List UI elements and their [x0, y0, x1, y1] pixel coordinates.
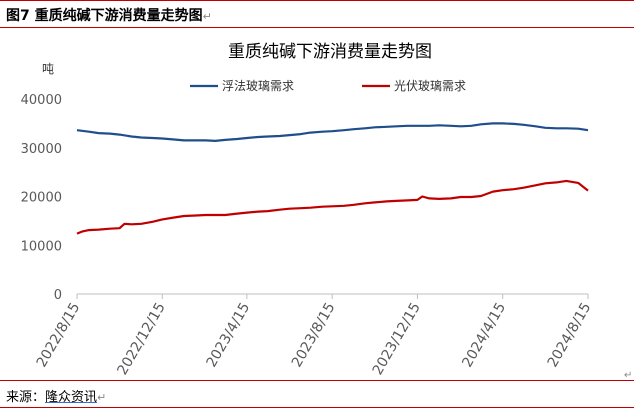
y-tick-label: 30000: [21, 142, 62, 157]
legend-label-pv-glass: 光伏玻璃需求: [394, 79, 466, 93]
source-prefix: 来源：: [6, 390, 46, 405]
x-tick-label: 2023/4/15: [204, 300, 254, 370]
frame-bottom-border: [0, 407, 634, 408]
float-glass-demand-line: [76, 122, 589, 142]
legend-label-float-glass: 浮法玻璃需求: [222, 79, 294, 93]
y-axis-unit: 吨: [42, 62, 54, 76]
x-tick-label: 2023/8/15: [289, 300, 339, 370]
paragraph-mark: ↵: [202, 10, 212, 23]
caption-divider: [0, 27, 634, 28]
x-tick-label: 2024/4/15: [459, 300, 509, 370]
source-name: 隆众资讯: [45, 390, 98, 405]
pv-glass-demand-line: [76, 179, 589, 235]
y-tick-label: 10000: [21, 239, 62, 254]
y-tick-label: 40000: [21, 93, 62, 108]
chart-legend: 浮法玻璃需求 光伏玻璃需求: [190, 79, 466, 93]
source-paragraph-mark: ↵: [97, 391, 107, 404]
x-tick-label: 2024/8/15: [545, 300, 595, 370]
corner-paragraph-mark: ↵: [624, 370, 633, 381]
x-tick-label: 2023/12/15: [370, 300, 424, 378]
x-tick-label: 2022/8/15: [34, 300, 84, 370]
chart-title: 重质纯碱下游消费量走势图: [228, 42, 432, 62]
source-divider: [0, 380, 634, 381]
y-tick-label: 20000: [21, 191, 62, 206]
x-tick-label: 2022/12/15: [115, 300, 169, 378]
chart-series: [76, 122, 589, 235]
figure-caption-text: 图7 重质纯碱下游消费量走势图: [6, 8, 203, 24]
source-line: 来源：隆众资讯↵: [6, 386, 106, 405]
figure-caption: 图7 重质纯碱下游消费量走势图↵: [6, 5, 212, 25]
frame-top-border: [0, 0, 634, 1]
y-tick-label: 0: [54, 288, 62, 303]
